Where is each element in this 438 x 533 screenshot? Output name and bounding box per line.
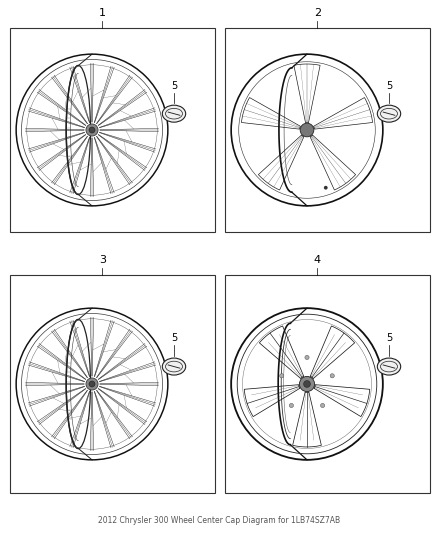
Ellipse shape	[162, 105, 186, 122]
Bar	[10, 275, 215, 493]
Circle shape	[321, 403, 325, 408]
Ellipse shape	[162, 358, 186, 375]
Text: 5: 5	[171, 334, 177, 343]
Circle shape	[304, 381, 311, 387]
Bar	[225, 275, 430, 493]
Text: 3: 3	[99, 255, 106, 265]
Circle shape	[324, 186, 328, 190]
Circle shape	[330, 374, 334, 378]
Text: 5: 5	[386, 80, 392, 91]
Text: 2: 2	[314, 8, 321, 18]
Text: 1: 1	[99, 8, 106, 18]
Circle shape	[289, 403, 293, 408]
Circle shape	[89, 127, 95, 133]
Bar	[225, 28, 430, 232]
Circle shape	[86, 378, 98, 390]
Ellipse shape	[377, 358, 401, 375]
Ellipse shape	[377, 105, 401, 122]
Text: 4: 4	[314, 255, 321, 265]
Text: 5: 5	[386, 334, 392, 343]
Text: 5: 5	[171, 80, 177, 91]
Circle shape	[300, 376, 314, 392]
Text: 2012 Chrysler 300 Wheel Center Cap Diagram for 1LB74SZ7AB: 2012 Chrysler 300 Wheel Center Cap Diagr…	[98, 516, 340, 525]
Circle shape	[279, 374, 284, 378]
Circle shape	[86, 124, 98, 136]
Circle shape	[300, 123, 314, 137]
Circle shape	[305, 356, 309, 360]
Bar	[10, 28, 215, 232]
Circle shape	[89, 381, 95, 387]
